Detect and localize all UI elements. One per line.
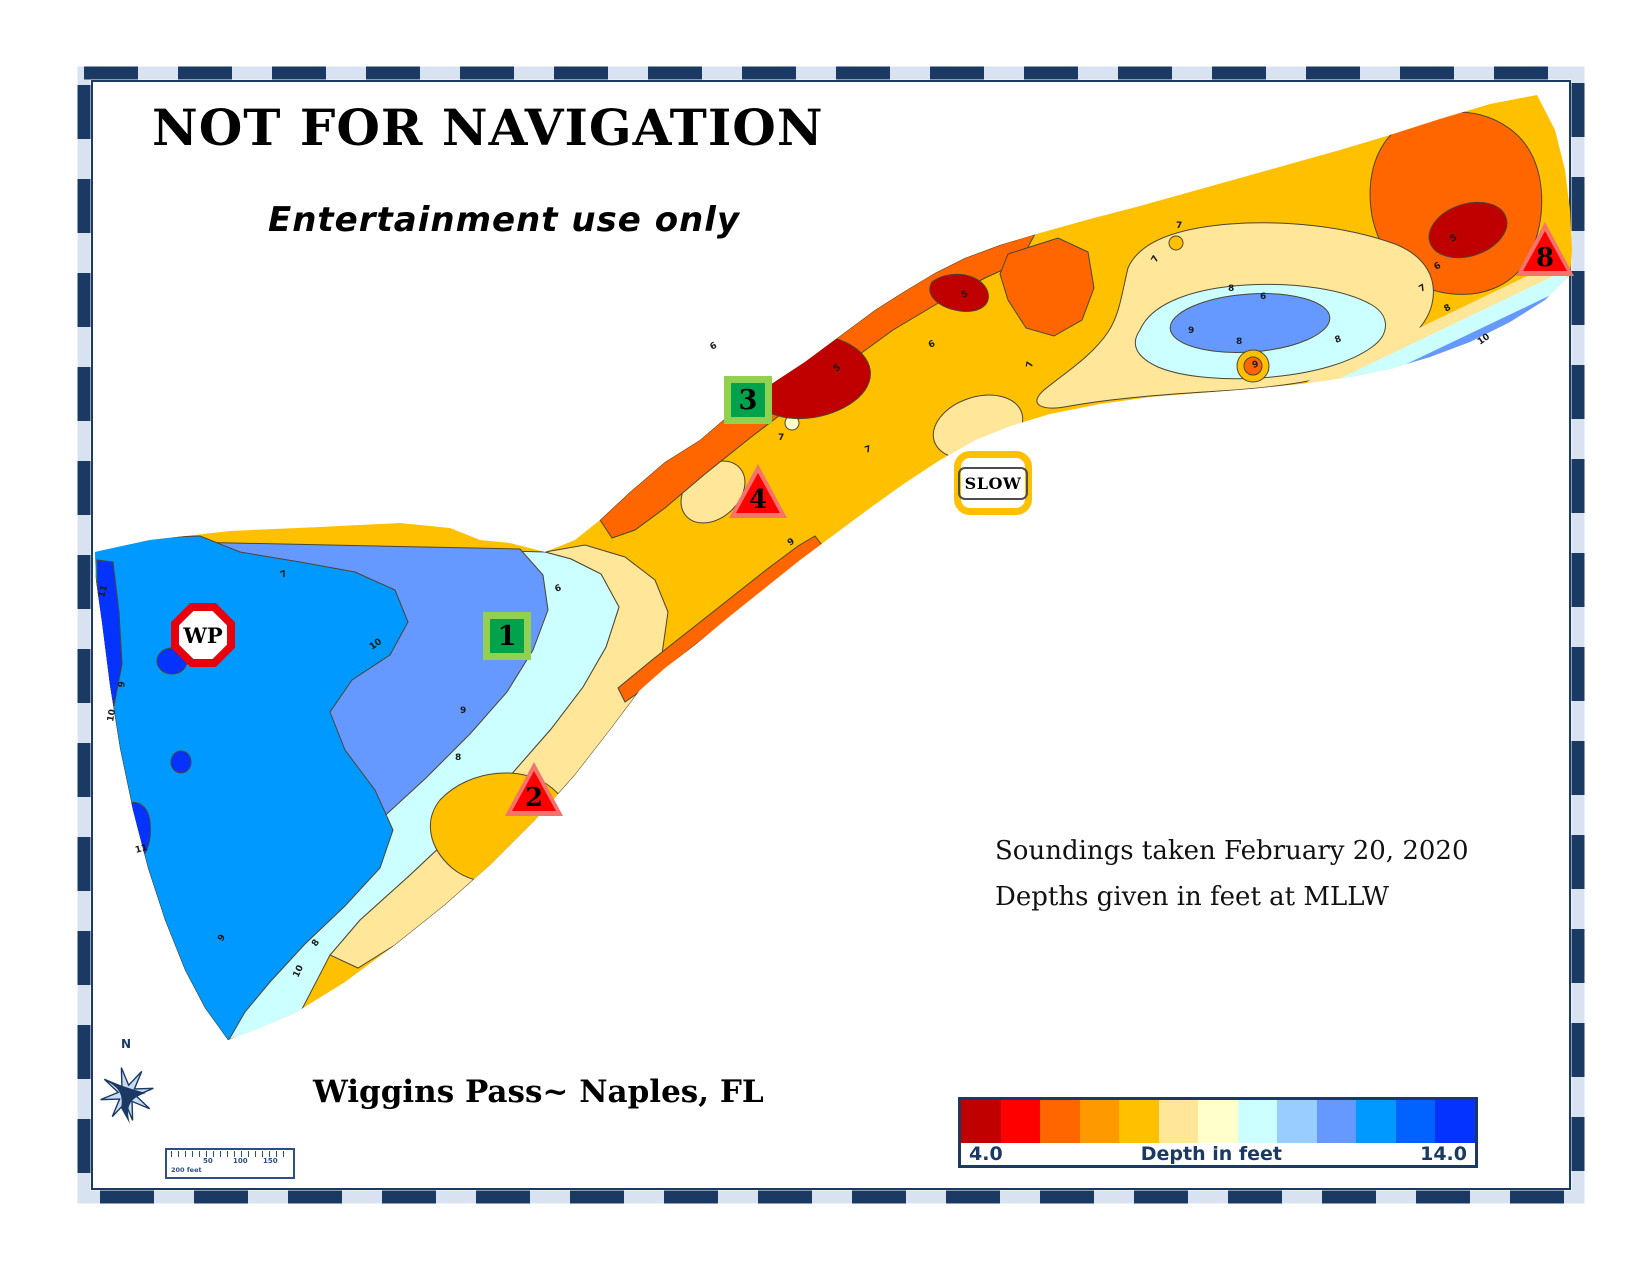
legend-axis-label: Depth in feet <box>1140 1143 1283 1165</box>
contour-depth-label: 7 <box>864 444 873 456</box>
contour-depth-label: 8 <box>1236 337 1242 347</box>
legend-swatch <box>1395 1100 1436 1143</box>
wp-waypoint-sign: WP <box>171 603 235 667</box>
depth-legend: 4.0 Depth in feet 14.0 <box>958 1097 1478 1168</box>
contour-depth-label: 5 <box>960 289 970 301</box>
map-scale-bar: 50 100 150 200 feet <box>165 1148 295 1179</box>
legend-swatch <box>1119 1100 1159 1143</box>
contour-depth-label: 7 <box>778 433 784 443</box>
contour-depth-label: 6 <box>1433 261 1443 273</box>
contour-depth-label: 6 <box>927 339 937 351</box>
contour-depth-label: 6 <box>1260 292 1266 302</box>
contour-depth-label: 7 <box>1025 361 1036 369</box>
contour-depth-label: 6 <box>709 341 719 353</box>
contour-depth-label: 10 <box>292 964 306 980</box>
legend-swatch <box>1198 1100 1238 1143</box>
contour-depth-label: 6 <box>554 583 563 595</box>
green-square-marker-3: 3 <box>724 376 772 424</box>
legend-swatch <box>1237 1100 1278 1143</box>
slow-sign-label: SLOW <box>957 466 1029 500</box>
red-triangle-marker-2: 2 <box>505 762 563 816</box>
contour-depth-label: 7 <box>1176 221 1182 231</box>
triangle-label: 2 <box>524 783 544 813</box>
triangle-label: 4 <box>748 485 768 515</box>
contour-depth-label: 7 <box>1418 283 1428 295</box>
legend-color-ramp <box>961 1100 1475 1143</box>
contour-depth-label: 8 <box>1334 334 1343 346</box>
slow-zone-sign: SLOW <box>954 451 1032 515</box>
scale-tick-label: 50 <box>203 1157 213 1165</box>
contour-depth-label: 8 <box>1228 284 1234 294</box>
legend-swatch <box>1277 1100 1317 1143</box>
legend-swatch <box>961 1100 1001 1143</box>
legend-swatch <box>1079 1100 1120 1143</box>
contour-depth-label: 9 <box>1188 326 1194 336</box>
contour-depth-label: 5 <box>832 363 843 375</box>
contour-depth-label: 9 <box>216 933 228 944</box>
contour-depth-label: 5 <box>1449 233 1459 245</box>
contour-depth-label: 7 <box>279 569 289 581</box>
contour-depth-label: 11 <box>97 584 110 599</box>
scale-unit-label: 200 feet <box>171 1166 202 1174</box>
contour-depth-label: 9 <box>460 706 466 716</box>
legend-swatch <box>1158 1100 1199 1143</box>
red-triangle-marker-8: 8 <box>1516 222 1574 276</box>
contour-depth-label: 7 <box>1150 254 1162 264</box>
contour-depth-label: 8 <box>310 938 322 949</box>
contour-depth-label: 11 <box>134 843 149 856</box>
legend-swatch <box>1316 1100 1357 1143</box>
depths-note: Depths given in feet at MLLW <box>995 882 1389 912</box>
legend-max-label: 14.0 <box>1420 1143 1467 1165</box>
page-title: NOT FOR NAVIGATION <box>152 98 824 157</box>
scale-tick-label: 100 <box>233 1157 248 1165</box>
red-triangle-marker-4: 4 <box>729 464 787 518</box>
wp-sign-label: WP <box>179 611 227 659</box>
soundings-note: Soundings taken February 20, 2020 <box>995 836 1469 866</box>
compass-shadow-icon <box>104 1080 146 1124</box>
green-square-marker-1: 1 <box>483 612 531 660</box>
contour-depth-label: 8 <box>1443 303 1453 315</box>
legend-swatch <box>1435 1100 1475 1143</box>
location-label: Wiggins Pass~ Naples, FL <box>313 1074 764 1110</box>
compass-north-label: N <box>121 1037 131 1051</box>
contour-depth-label: 9 <box>786 537 797 549</box>
contour-depth-label: 10 <box>106 708 118 722</box>
scale-tick-label: 150 <box>263 1157 278 1165</box>
legend-swatch <box>1040 1100 1080 1143</box>
compass-rose: N <box>100 1037 154 1124</box>
contour-depth-label: 9 <box>1251 360 1260 371</box>
legend-min-label: 4.0 <box>969 1143 1003 1165</box>
page-subtitle: Entertainment use only <box>268 200 741 240</box>
contour-depth-label: 8 <box>455 753 461 763</box>
legend-swatch <box>1000 1100 1041 1143</box>
contour-depth-label: 9 <box>117 681 128 689</box>
triangle-label: 8 <box>1535 243 1555 273</box>
legend-swatch <box>1356 1100 1396 1143</box>
scale-bar-ticks <box>171 1151 289 1157</box>
